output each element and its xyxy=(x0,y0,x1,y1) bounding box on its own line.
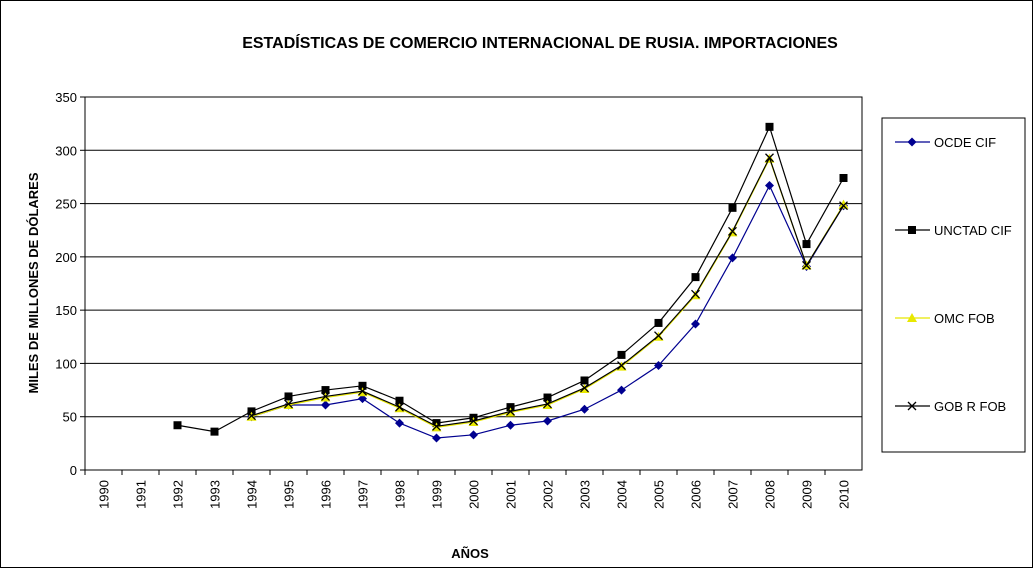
chart-title: ESTADÍSTICAS DE COMERCIO INTERNACIONAL D… xyxy=(242,33,838,52)
point xyxy=(469,430,478,440)
point xyxy=(765,153,774,163)
x-tick-label: 2002 xyxy=(541,480,556,509)
x-tick-label: 1996 xyxy=(319,480,334,509)
point xyxy=(654,318,663,327)
point xyxy=(654,361,663,371)
point xyxy=(247,407,256,416)
point xyxy=(395,418,404,428)
y-tick-label: 50 xyxy=(63,410,77,425)
point xyxy=(617,385,626,395)
point xyxy=(432,433,441,443)
legend-label: GOB R FOB xyxy=(934,399,1006,414)
legend-label: UNCTAD CIF xyxy=(934,223,1012,238)
point xyxy=(691,319,700,329)
point xyxy=(321,392,330,401)
x-tick-label: 2000 xyxy=(467,480,482,509)
point xyxy=(617,350,626,359)
point xyxy=(284,399,293,409)
legend-marker xyxy=(908,226,916,234)
y-tick-label: 150 xyxy=(55,303,77,318)
x-tick-label: 1997 xyxy=(356,480,371,509)
x-tick-label: 1994 xyxy=(245,480,260,509)
x-tick-label: 2001 xyxy=(504,480,519,509)
point xyxy=(728,203,737,212)
point xyxy=(321,386,330,395)
y-tick-label: 350 xyxy=(55,90,77,105)
point xyxy=(765,180,774,190)
legend-marker xyxy=(907,313,917,322)
point xyxy=(802,260,811,270)
x-tick-label: 1990 xyxy=(97,480,112,509)
point xyxy=(284,392,293,401)
point xyxy=(543,399,552,409)
legend-label: OCDE CIF xyxy=(934,135,996,150)
point xyxy=(358,394,367,404)
plot-area xyxy=(84,96,863,471)
point xyxy=(802,240,811,249)
x-tick-label: 2010 xyxy=(837,480,852,509)
point xyxy=(728,226,737,236)
legend-marker xyxy=(907,137,917,147)
point xyxy=(580,404,589,414)
point xyxy=(506,420,515,430)
point xyxy=(395,402,404,412)
point xyxy=(617,361,626,371)
point xyxy=(580,376,589,385)
point xyxy=(765,122,774,131)
point xyxy=(247,411,256,421)
x-tick-label: 2007 xyxy=(726,480,741,509)
point xyxy=(580,383,589,393)
point xyxy=(358,386,367,396)
point xyxy=(506,406,515,416)
x-tick-label: 2006 xyxy=(689,480,704,509)
x-tick-label: 2005 xyxy=(652,480,667,509)
y-tick-label: 250 xyxy=(55,197,77,212)
x-axis-label: AÑOS xyxy=(451,546,489,561)
point xyxy=(173,421,182,430)
y-tick-label: 200 xyxy=(55,250,77,265)
point xyxy=(691,273,700,282)
y-tick-label: 0 xyxy=(70,463,77,478)
x-tick-label: 1998 xyxy=(393,480,408,509)
x-tick-label: 2008 xyxy=(763,480,778,509)
legend-box xyxy=(881,117,1026,453)
y-tick-label: 100 xyxy=(55,356,77,371)
point xyxy=(469,416,478,426)
legend-marker xyxy=(907,401,917,411)
x-tick-label: 1999 xyxy=(430,480,445,509)
point xyxy=(543,416,552,426)
x-tick-label: 1995 xyxy=(282,480,297,509)
x-tick-label: 1992 xyxy=(171,480,186,509)
point xyxy=(210,427,219,436)
x-tick-label: 1993 xyxy=(208,480,223,509)
x-tick-label: 2009 xyxy=(800,480,815,509)
point xyxy=(506,403,515,412)
point xyxy=(321,400,330,410)
point xyxy=(728,253,737,263)
y-axis-label: MILES DE MILLONES DE DÓLARES xyxy=(26,172,41,393)
point xyxy=(654,331,663,341)
point xyxy=(432,421,441,431)
point xyxy=(358,381,367,390)
y-tick-label: 300 xyxy=(55,143,77,158)
point xyxy=(838,199,849,209)
point xyxy=(839,173,848,182)
point xyxy=(839,201,848,211)
x-tick-label: 1991 xyxy=(134,480,149,509)
x-tick-label: 2003 xyxy=(578,480,593,509)
point xyxy=(691,289,700,299)
point xyxy=(543,393,552,402)
x-tick-label: 2004 xyxy=(615,480,630,509)
point xyxy=(395,396,404,405)
legend-label: OMC FOB xyxy=(934,311,995,326)
